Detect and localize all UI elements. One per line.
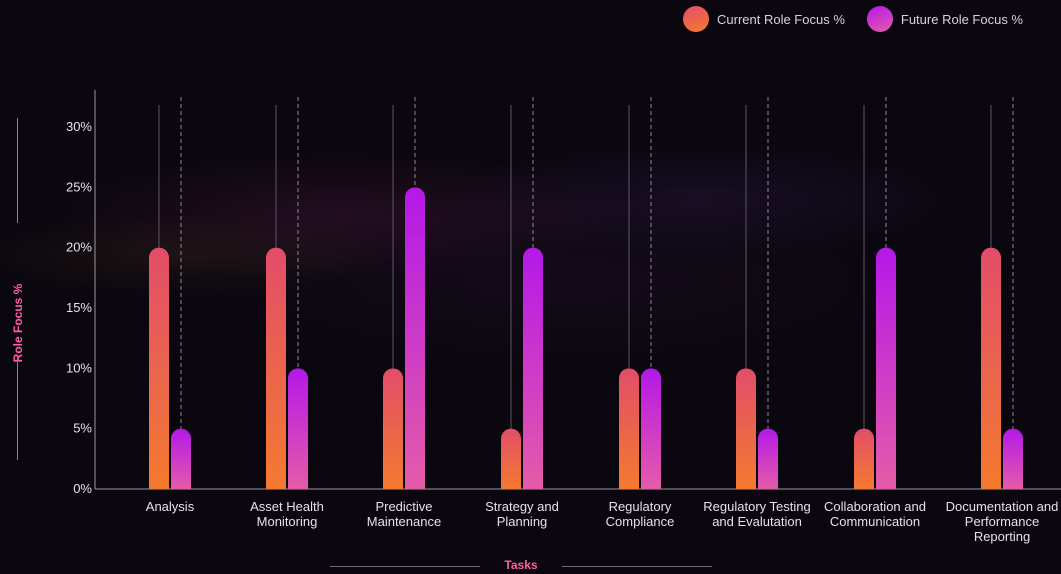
x-tick-label: Regulatory [609,499,672,514]
x-tick-label: and Evalutation [712,514,802,529]
bar-future[interactable] [758,428,778,489]
x-tick-label: Maintenance [367,514,441,529]
x-tick-label: Documentation and [946,499,1059,514]
legend: Current Role Focus % Future Role Focus % [683,6,1023,32]
bar-current[interactable] [383,368,403,489]
legend-item-future[interactable]: Future Role Focus % [866,6,1023,32]
bar-future[interactable] [171,428,191,489]
x-tick-label: Performance [965,514,1039,529]
x-tick-label: Analysis [146,499,195,514]
legend-item-current[interactable]: Current Role Focus % [683,6,845,32]
bar-current[interactable] [266,247,286,489]
bar-current[interactable] [149,247,169,489]
x-tick-label: Strategy and [485,499,559,514]
bar-future[interactable] [876,247,896,489]
y-tick-label: 5% [73,421,92,436]
x-axis-label: Tasks [504,558,538,572]
bar-current[interactable] [501,428,521,489]
legend-label-future: Future Role Focus % [900,11,1023,27]
y-axis-title: Role Focus % [4,118,32,468]
bar-future[interactable] [288,368,308,489]
x-axis-title: Tasks [0,558,1061,574]
x-axis-title-line-right [562,566,712,567]
bars [149,187,1023,489]
y-tick-label: 10% [66,360,92,375]
x-tick-label: Asset Health [250,499,324,514]
y-axis-title-line-top [17,118,18,223]
x-tick-label: Compliance [606,514,675,529]
x-axis-title-line-left [330,566,480,567]
bar-future[interactable] [523,247,543,489]
bar-current[interactable] [854,428,874,489]
y-tick-label: 20% [66,240,92,255]
y-tick-label: 25% [66,179,92,194]
y-axis-title-line-bottom [17,358,18,460]
y-tick-label: 30% [66,119,92,134]
bar-future[interactable] [641,368,661,489]
y-tick-label: 15% [66,300,92,315]
x-tick-label: Collaboration and [824,499,926,514]
y-tick-label: 0% [73,481,92,496]
bar-future[interactable] [405,187,425,489]
x-tick-label: Reporting [974,529,1030,544]
x-tick-label: Regulatory Testing [703,499,810,514]
x-tick-label: Predictive [375,499,432,514]
x-tick-label: Monitoring [257,514,318,529]
x-tick-label: Communication [830,514,920,529]
bar-future[interactable] [1003,428,1023,489]
legend-label-current: Current Role Focus % [717,11,845,27]
guide-lines [158,97,1014,429]
x-tick-label: Planning [497,514,548,529]
bar-current[interactable] [619,368,639,489]
legend-swatch-future [866,6,893,32]
axes: 0% 5% 10% 15% 20% 25% 30% [66,90,1061,496]
legend-swatch-current [683,6,709,32]
bar-current[interactable] [736,368,756,489]
bar-current[interactable] [981,247,1001,489]
